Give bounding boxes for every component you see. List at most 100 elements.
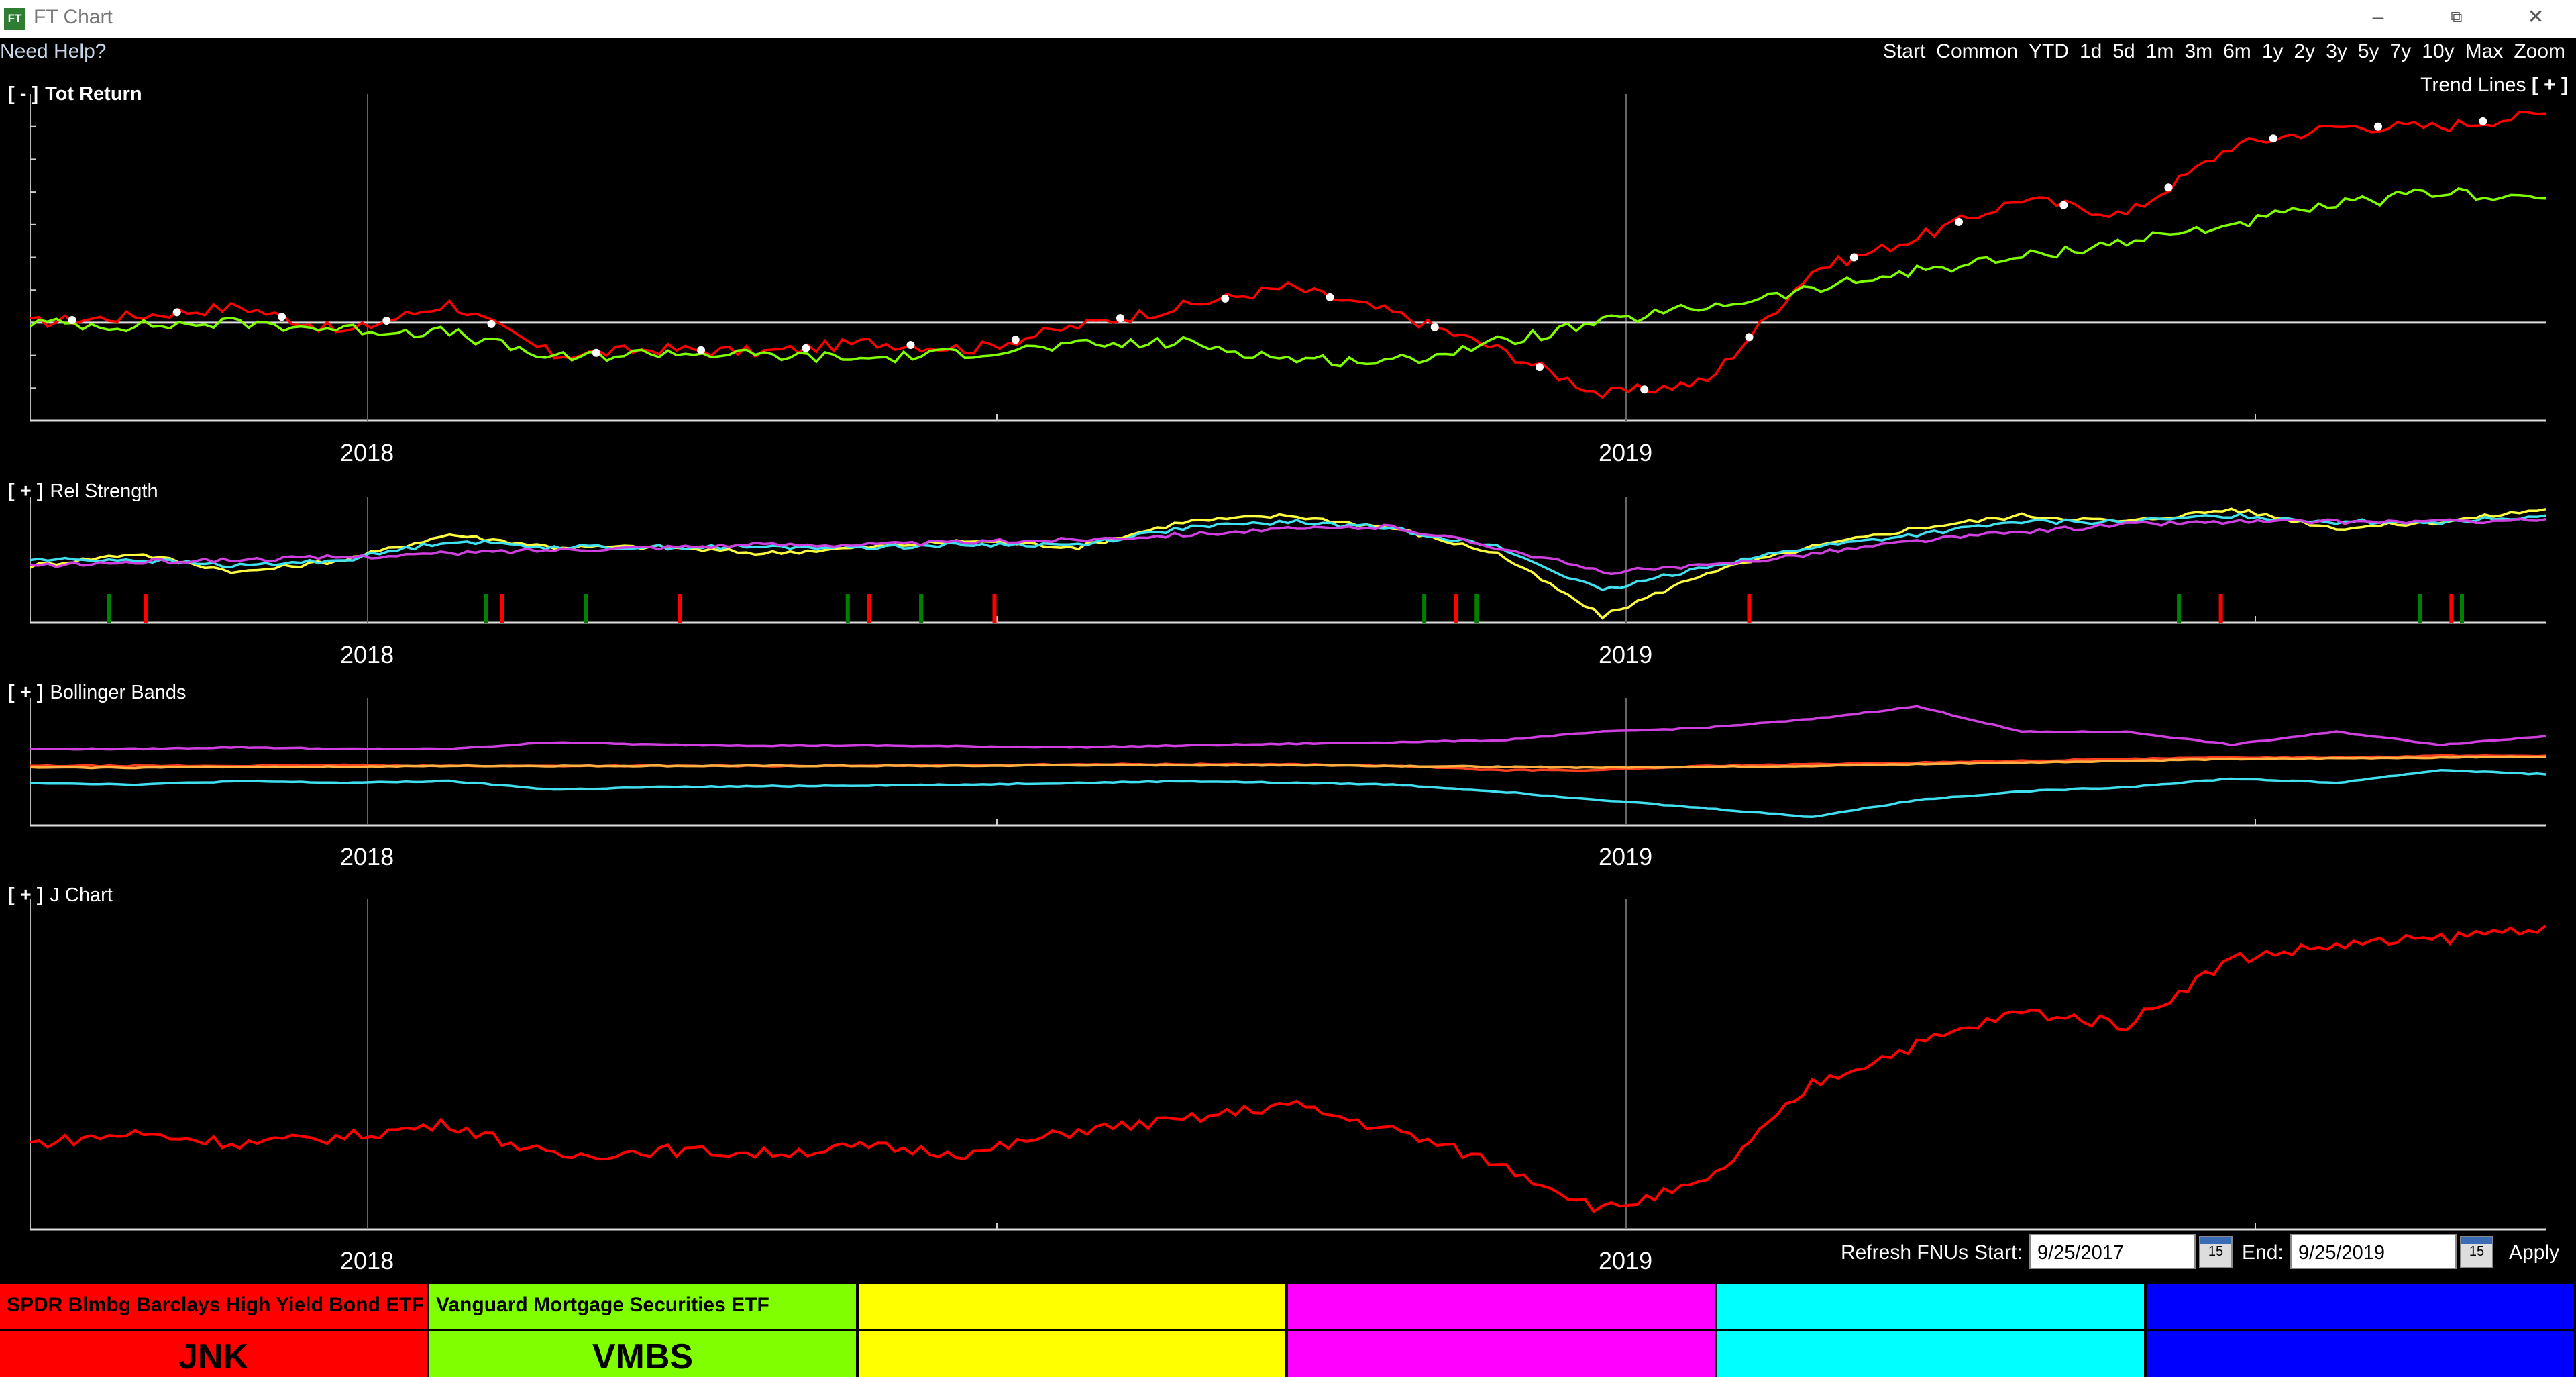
data-point-marker	[2479, 117, 2487, 125]
app-logo-icon: FT	[4, 8, 25, 30]
sell-signal-marker	[1454, 594, 1458, 623]
period-zoom[interactable]: Zoom	[2514, 40, 2565, 62]
data-point-marker	[697, 346, 705, 354]
minimize-button[interactable]: –	[2372, 6, 2384, 28]
bollinger-title: Bollinger Bands	[50, 682, 186, 703]
symbol-tile[interactable]	[2147, 1284, 2573, 1377]
x-tick-2018: 2018	[340, 439, 394, 466]
panel-label-tot-return: [ - ] Tot Return	[8, 83, 142, 105]
period-2y[interactable]: 2y	[2294, 40, 2316, 62]
data-point-marker	[1849, 253, 1858, 262]
data-point-marker	[1955, 217, 1963, 226]
data-point-marker	[1326, 293, 1334, 301]
end-date-input[interactable]: 9/25/2019	[2290, 1234, 2457, 1269]
data-point-marker	[2269, 134, 2277, 143]
symbol-tile[interactable]	[1717, 1284, 2144, 1377]
symbol-tile[interactable]: Vanguard Mortgage Securities ETF VMBS	[429, 1284, 856, 1377]
buy-signal-marker	[845, 594, 850, 623]
period-ytd[interactable]: YTD	[2029, 40, 2069, 62]
sell-signal-marker	[500, 594, 504, 623]
buy-signal-marker	[2177, 594, 2182, 623]
tile-divider	[0, 1329, 427, 1331]
tile-symbol[interactable]: VMBS	[592, 1337, 694, 1376]
data-point-marker	[802, 344, 810, 352]
refresh-fnus-button[interactable]: Refresh FNUs	[1841, 1241, 1969, 1264]
period-5y[interactable]: 5y	[2357, 40, 2379, 62]
period-10y[interactable]: 10y	[2422, 40, 2455, 62]
apply-button[interactable]: Apply	[2509, 1241, 2560, 1264]
data-point-marker	[68, 316, 76, 325]
period-3y[interactable]: 3y	[2326, 40, 2347, 62]
x-tick-2018: 2018	[340, 1247, 394, 1274]
tot-return-title: Tot Return	[45, 83, 142, 105]
need-help-link[interactable]: Need Help?	[0, 40, 107, 62]
x-tick-2019: 2019	[1599, 439, 1653, 466]
period-7y[interactable]: 7y	[2390, 40, 2412, 62]
sell-signal-marker	[992, 594, 997, 623]
window-titlebar: FT FT Chart – ⧉ ✕	[0, 0, 2576, 38]
series-line-series-3	[30, 517, 2546, 576]
panel-label-bollinger: [ + ] Bollinger Bands	[8, 682, 186, 704]
data-point-marker	[1640, 385, 1649, 394]
bollinger-toggle[interactable]: [ + ]	[8, 682, 44, 703]
series-line-series-1	[30, 705, 2546, 751]
buy-signal-marker	[919, 594, 924, 623]
period-5d[interactable]: 5d	[2112, 40, 2135, 62]
tile-divider	[1717, 1329, 2144, 1331]
x-tick-2018: 2018	[340, 641, 394, 668]
data-point-marker	[1745, 333, 1754, 342]
tot-return-toggle[interactable]: [ - ]	[8, 83, 39, 105]
start-calendar-icon[interactable]: 15	[2199, 1236, 2233, 1268]
series-line-series-2	[30, 754, 2546, 772]
trend-lines-toggle[interactable]: [ + ]	[2531, 74, 2568, 96]
symbol-tile[interactable]	[1288, 1284, 1715, 1377]
buy-signal-marker	[584, 594, 588, 623]
tile-fund-name: Vanguard Mortgage Securities ETF	[436, 1294, 769, 1316]
start-date-label: Start:	[1974, 1241, 2023, 1264]
data-point-marker	[1536, 363, 1544, 372]
panel-label-rel-strength: [ + ] Rel Strength	[8, 480, 158, 503]
buy-signal-marker	[1422, 594, 1427, 623]
data-point-marker	[1116, 314, 1124, 323]
period-1y[interactable]: 1y	[2261, 40, 2284, 62]
data-point-marker	[906, 341, 915, 350]
series-line-series-4	[30, 768, 2546, 819]
data-point-marker	[278, 313, 286, 321]
tile-divider	[429, 1329, 856, 1331]
panel-label-jchart: [ + ] J Chart	[8, 884, 113, 907]
charts-area[interactable]	[0, 0, 2576, 1284]
period-3m[interactable]: 3m	[2184, 40, 2213, 62]
symbol-tile[interactable]	[859, 1284, 1285, 1377]
jchart-toggle[interactable]: [ + ]	[8, 884, 44, 906]
series-line-vmbs	[29, 187, 2546, 368]
buy-signal-marker	[107, 594, 111, 623]
symbol-tile[interactable]: SPDR Blmbg Barclays High Yield Bond ETF J…	[0, 1284, 427, 1377]
tile-symbol[interactable]: JNK	[178, 1337, 249, 1376]
sell-signal-marker	[867, 594, 871, 623]
data-point-marker	[2059, 201, 2068, 209]
series-line-jnk	[30, 110, 2546, 399]
period-1d[interactable]: 1d	[2080, 40, 2102, 62]
series-line-jnk	[30, 924, 2547, 1214]
trend-lines-label: Trend Lines	[2420, 74, 2526, 96]
start-date-input[interactable]: 9/25/2017	[2029, 1234, 2196, 1269]
data-point-marker	[2374, 122, 2382, 131]
period-toolbar: Start Common YTD 1d 5d 1m 3m 6m 1y 2y 3y 5y 7y 10y Max…	[1878, 39, 2571, 64]
window-title: FT Chart	[34, 6, 113, 28]
period-start[interactable]: Start	[1882, 40, 1926, 62]
rel-strength-title: Rel Strength	[50, 480, 158, 502]
end-calendar-icon[interactable]: 15	[2460, 1236, 2493, 1268]
period-max[interactable]: Max	[2465, 40, 2504, 62]
sell-signal-marker	[2449, 594, 2454, 623]
trend-lines-control[interactable]: Trend Lines [ + ]	[2420, 74, 2568, 97]
period-1m[interactable]: 1m	[2145, 40, 2174, 62]
x-tick-2019: 2019	[1599, 1247, 1653, 1274]
rel-strength-toggle[interactable]: [ + ]	[8, 480, 44, 502]
period-6m[interactable]: 6m	[2223, 40, 2251, 62]
tile-divider	[859, 1329, 1285, 1331]
restore-button[interactable]: ⧉	[2451, 8, 2463, 26]
data-point-marker	[172, 308, 181, 317]
close-button[interactable]: ✕	[2527, 6, 2544, 28]
series-line-series-2	[30, 512, 2546, 591]
period-common[interactable]: Common	[1936, 40, 2018, 62]
